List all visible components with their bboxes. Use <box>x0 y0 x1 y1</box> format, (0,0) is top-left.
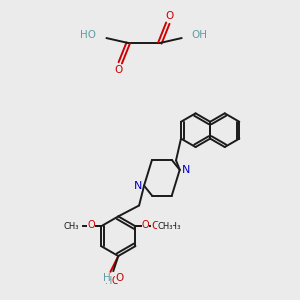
Text: CH₃: CH₃ <box>164 222 181 231</box>
Text: N: N <box>134 181 142 191</box>
Text: CH₃: CH₃ <box>157 222 173 231</box>
Text: OH: OH <box>192 30 208 40</box>
Text: O: O <box>115 273 124 283</box>
Text: O: O <box>151 221 160 231</box>
Text: H: H <box>103 273 110 283</box>
Text: O: O <box>166 11 174 21</box>
Text: CH₃: CH₃ <box>64 222 79 231</box>
Text: O: O <box>142 220 149 230</box>
Text: O: O <box>87 220 95 230</box>
Text: O: O <box>114 65 122 75</box>
Text: N: N <box>182 165 190 175</box>
Text: H: H <box>105 276 112 286</box>
Text: O: O <box>112 276 119 286</box>
Text: HO: HO <box>80 30 97 40</box>
